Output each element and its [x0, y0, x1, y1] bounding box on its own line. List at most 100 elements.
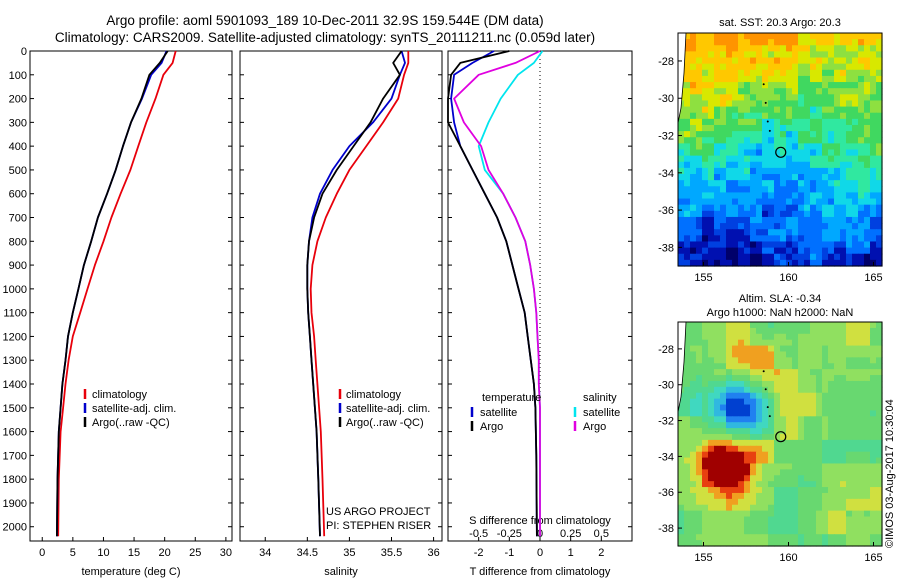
map-cell [846, 481, 853, 488]
map-cell [702, 33, 709, 40]
map-cell [738, 428, 745, 435]
map-cell [720, 363, 727, 370]
map-cell [798, 375, 805, 382]
map-cell [846, 106, 853, 114]
map-cell [810, 528, 817, 535]
map-cell [834, 369, 841, 376]
map-cell [846, 131, 853, 138]
map-cell [780, 88, 787, 95]
map-cell [684, 253, 691, 261]
map-cell [828, 143, 835, 151]
map-cell [708, 143, 715, 151]
map-cell [726, 339, 733, 347]
map-cell [870, 235, 877, 243]
map-cell [810, 487, 817, 494]
map-cell [690, 439, 697, 447]
map-cell [780, 149, 787, 157]
map-cell [858, 445, 865, 453]
map-cell [762, 223, 769, 230]
map-cell [822, 124, 829, 132]
map-cell [726, 327, 733, 335]
map-cell [858, 106, 865, 114]
map-cell [720, 457, 727, 465]
map-cell [750, 51, 757, 59]
map-cell [798, 100, 805, 108]
map-cell [756, 404, 763, 412]
map-cell [828, 198, 835, 206]
map-cell [702, 112, 709, 120]
map-cell [816, 235, 823, 243]
map-cell [756, 492, 763, 500]
map-cell [684, 63, 691, 71]
map-cell [780, 469, 787, 476]
map-cell [768, 131, 775, 138]
map-cell [726, 259, 733, 267]
map-cell [708, 69, 715, 77]
map-cell [864, 235, 871, 243]
map-cell [738, 463, 745, 470]
map-cell [804, 51, 811, 59]
map-cell [750, 210, 757, 218]
map-cell [750, 357, 757, 364]
map-cell [786, 481, 793, 488]
map-cell [750, 229, 757, 236]
map-cell [768, 392, 775, 400]
map-cell [822, 210, 829, 218]
map-cell [822, 88, 829, 95]
map-cell [714, 345, 721, 353]
map-cell [840, 137, 847, 144]
map-cell [720, 137, 727, 144]
map-cell [834, 180, 841, 187]
map-cell [726, 528, 733, 535]
map-cell [684, 445, 691, 453]
map-cell [756, 63, 763, 71]
map-cell [720, 534, 727, 541]
map-cell [684, 487, 691, 494]
map-cell [702, 39, 709, 46]
map-cell [702, 451, 709, 459]
map-cell [792, 386, 799, 394]
map-cell [768, 469, 775, 476]
map-cell [810, 57, 817, 65]
map-cell [720, 204, 727, 212]
map-cell [678, 422, 685, 429]
map-cell [780, 434, 787, 441]
map-cell [774, 143, 781, 151]
map-cell [798, 253, 805, 261]
map-cell [738, 439, 745, 447]
map-cell [858, 528, 865, 535]
map-cell [876, 416, 883, 423]
map-cell [732, 161, 739, 169]
map-cell [720, 210, 727, 218]
map-cell [792, 492, 799, 500]
map-cell [852, 100, 859, 108]
map-cell [804, 516, 811, 524]
map-cell [780, 522, 787, 529]
map-cell [720, 333, 727, 341]
map-cell [810, 174, 817, 181]
map-cell [684, 118, 691, 126]
map-cell [768, 463, 775, 470]
map-cell [696, 463, 703, 470]
map-cell [834, 94, 841, 102]
map-cell [774, 327, 781, 335]
map-cell [714, 357, 721, 364]
map-cell [870, 155, 877, 163]
map-cell [774, 392, 781, 400]
x-axis-label: T difference from climatology [470, 566, 611, 578]
map-cell [708, 339, 715, 347]
map-cell [846, 375, 853, 382]
map-cell [756, 428, 763, 435]
map-cell [858, 253, 865, 261]
map-cell [768, 112, 775, 120]
map-cell [828, 161, 835, 169]
map-cell [744, 339, 751, 347]
map-cell [756, 369, 763, 376]
map-cell [840, 75, 847, 83]
map-cell [864, 534, 871, 541]
map-cell [798, 522, 805, 529]
map-cell [696, 457, 703, 465]
map-cell [816, 380, 823, 388]
map-cell [864, 131, 871, 138]
map-cell [726, 124, 733, 132]
